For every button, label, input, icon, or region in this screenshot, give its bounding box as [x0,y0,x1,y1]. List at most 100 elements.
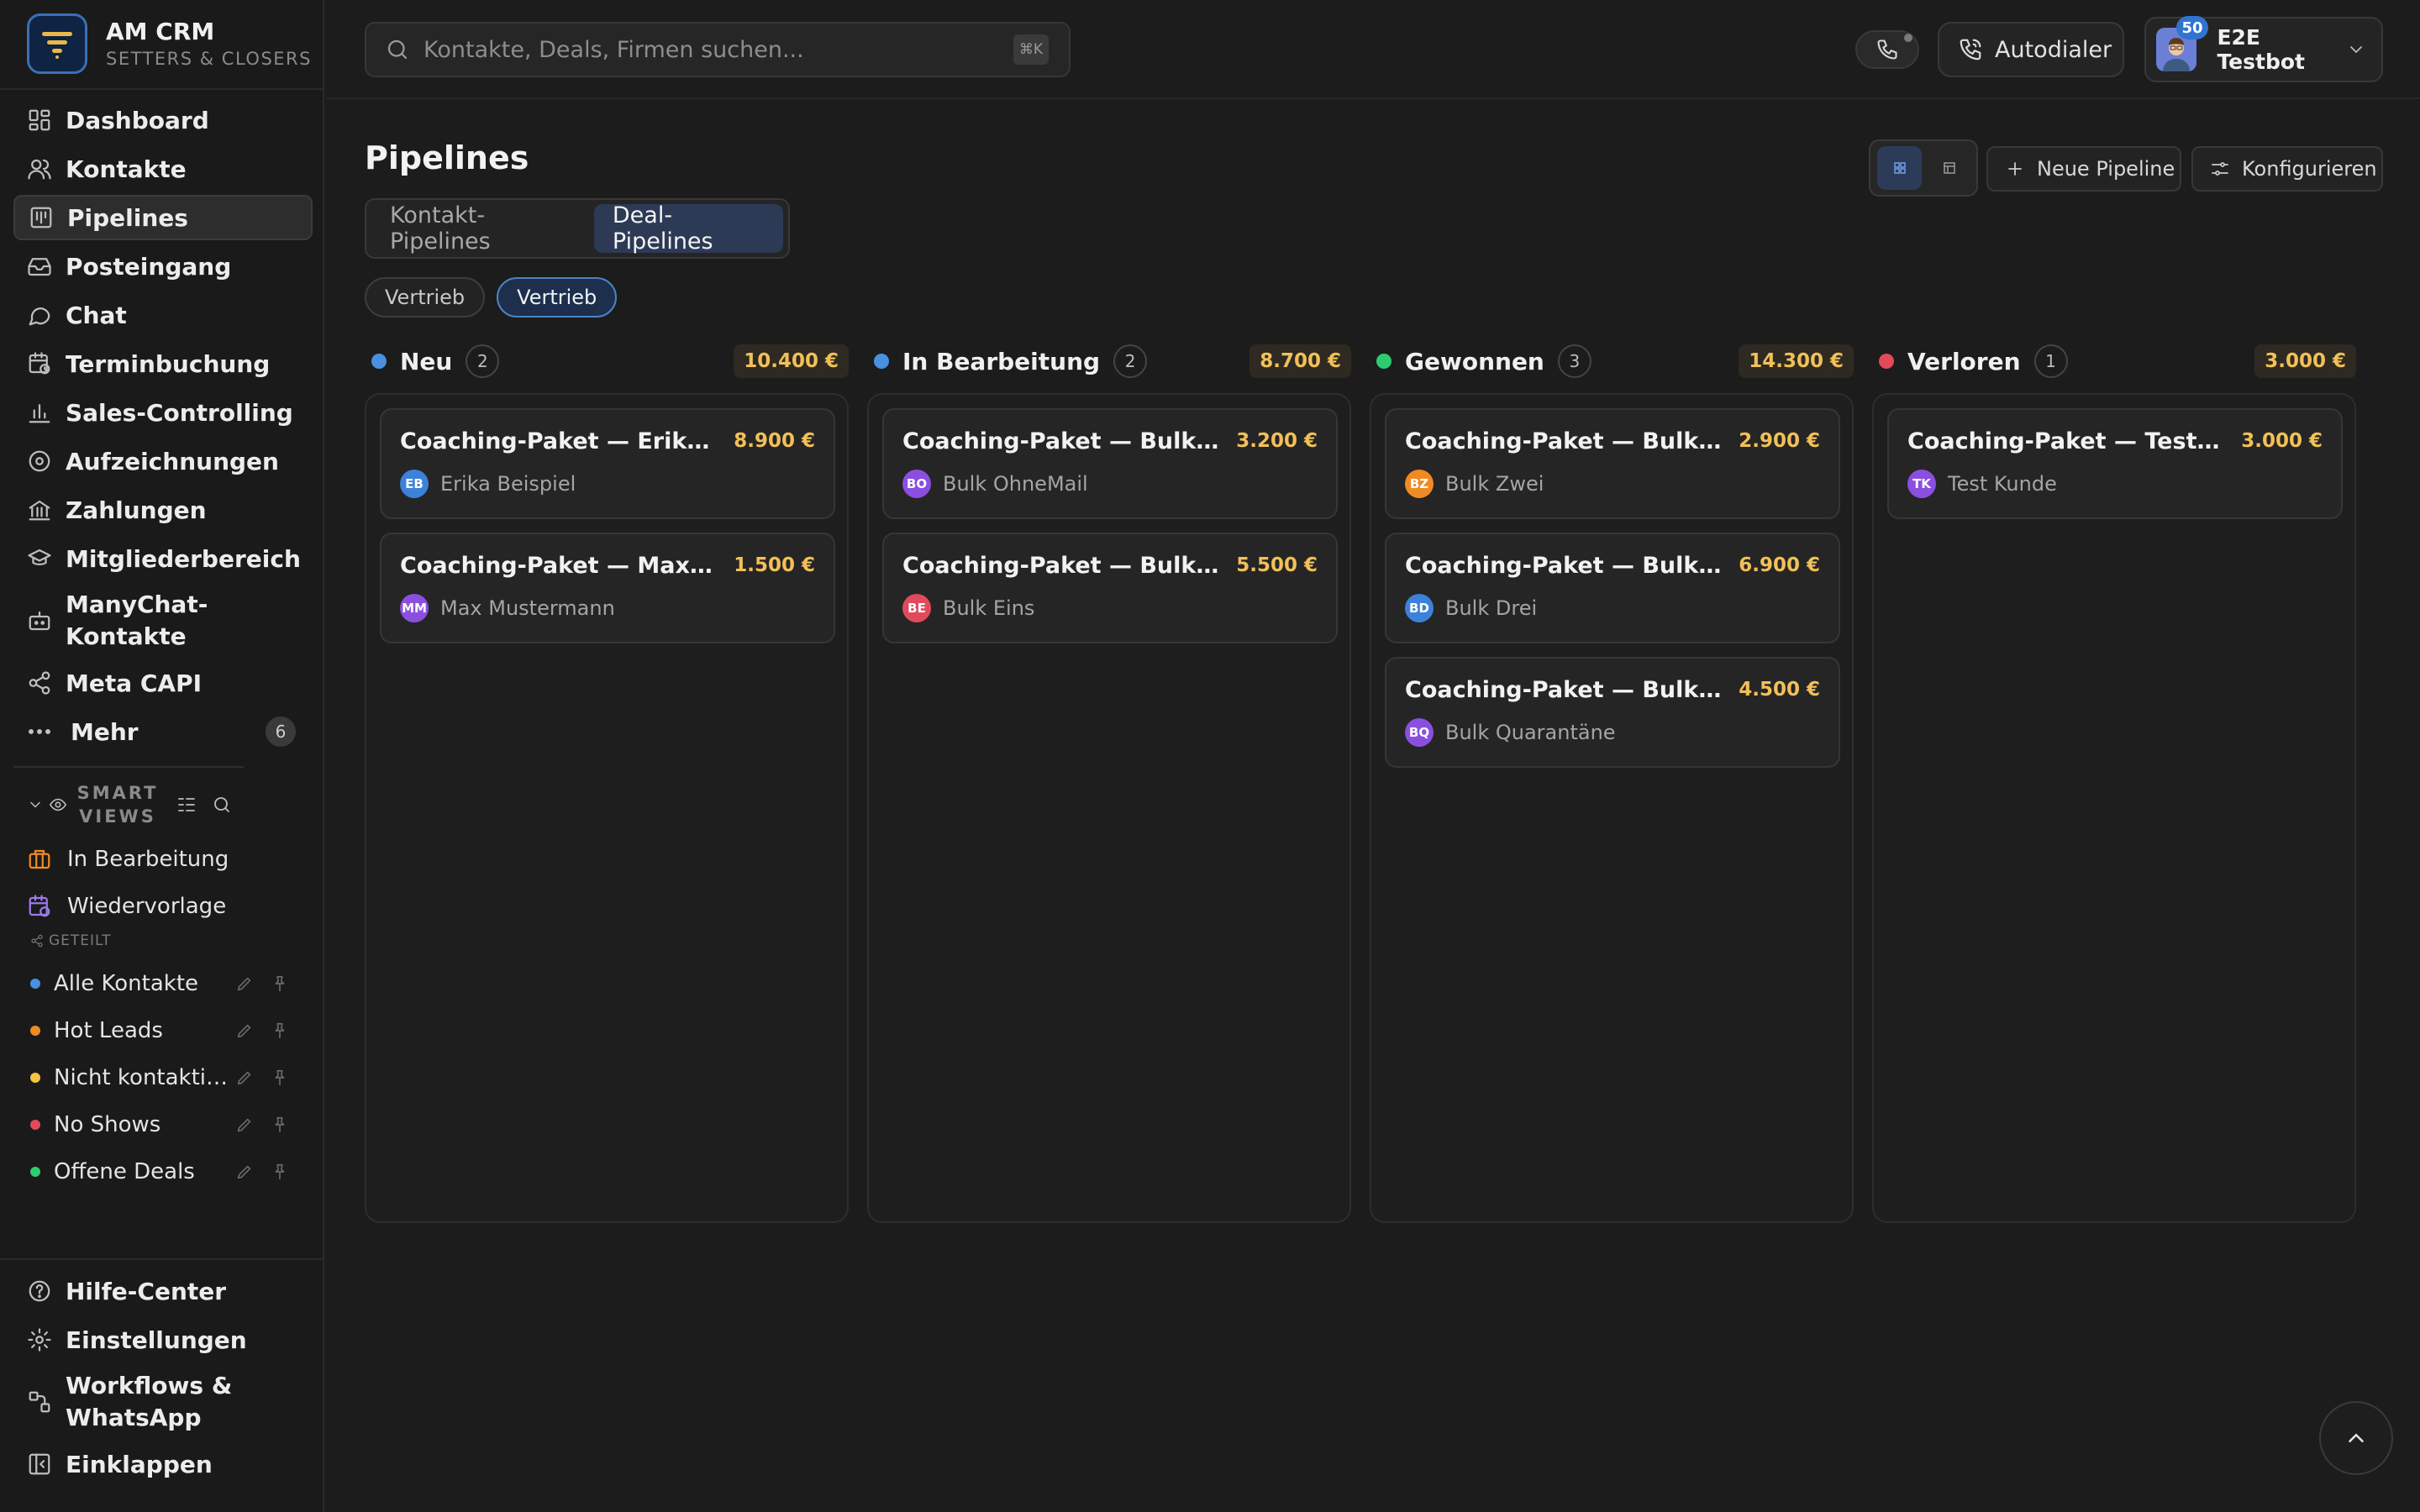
nav-label: Sales-Controlling [66,398,293,427]
deal-contact[interactable]: EB Erika Beispiel [400,470,815,498]
nav-item-aufzeichnungen[interactable]: Aufzeichnungen [13,438,313,484]
edit-icon[interactable] [235,974,254,993]
brand[interactable]: AM CRM SETTERS & CLOSERS [27,13,312,74]
scroll-to-top-button[interactable] [2319,1401,2393,1475]
bank-icon [27,497,52,522]
shared-view-item[interactable]: Alle Kontakte [27,960,313,1007]
column-dropzone[interactable]: Coaching-Paket — Bulk OhneMail3.200 €BOB… [867,393,1351,1223]
nav-item-terminbuchung[interactable]: Terminbuchung [13,341,313,386]
pin-icon[interactable] [271,1163,289,1181]
chevron-up-icon [2349,1433,2364,1442]
pin-icon[interactable] [271,974,289,993]
nav-label: Mitgliederbereich [66,544,301,573]
deal-contact[interactable]: BD Bulk Drei [1405,594,1820,622]
column-dropzone[interactable]: Coaching-Paket — Bulk Zwei 2.900 € BZ Bulk … [1370,393,1854,1223]
nav-item-workflows[interactable]: Workflows & WhatsApp [17,1366,311,1438]
deal-card[interactable]: Coaching-Paket — Max Mustermann 1.500 € MM… [380,533,835,643]
search-input[interactable]: Kontakte, Deals, Firmen suchen... ⌘K [365,22,1071,77]
nav-item-zahlungen[interactable]: Zahlungen [13,487,313,533]
nav-label: ManyChat-Kontakte [66,591,208,650]
new-pipeline-button[interactable]: Neue Pipeline [1986,146,2181,192]
record-icon [27,449,52,474]
column-dropzone[interactable]: Coaching-Paket — Erika Beispiel 8.900 € EB… [365,393,849,1223]
tab-deal-pipelines[interactable]: Deal-Pipelines [593,202,783,255]
pipeline-column: Neu 2 10.400 € Coaching-Paket — Erika Beisp… [365,336,849,1223]
deal-contact[interactable]: BE Bulk Eins [902,594,1318,622]
deal-card[interactable]: Coaching-Paket — Test Kunde 3.000 € TK Test… [1887,408,2343,519]
deal-card[interactable]: Coaching-Paket — Erika Beispiel 8.900 € EB… [380,408,835,519]
contacts-icon [27,156,52,181]
nav-label: Aufzeichnungen [66,447,279,475]
pipeline-column: In Bearbeitung 2 8.700 € Coaching-Paket — B… [867,336,1351,1223]
shared-label-text: GETEILT [49,932,112,949]
nav-item-einstellungen[interactable]: Einstellungen [17,1317,311,1362]
brand-subtitle: SETTERS & CLOSERS [106,49,312,69]
search-icon[interactable] [212,795,232,815]
nav-item-meta-capi[interactable]: Meta CAPI [13,660,313,706]
chevron-down-icon[interactable] [27,796,44,813]
shared-view-item[interactable]: Offene Deals [27,1148,313,1195]
deal-contact[interactable]: MM Max Mustermann [400,594,815,622]
edit-icon[interactable] [235,1116,254,1134]
deal-value: 8.900 € [734,430,815,452]
nav-item-manychat[interactable]: ManyChat-Kontakte [13,585,313,657]
nav-item-einklappen[interactable]: Einklappen [17,1441,311,1487]
tab-kontakt-pipelines[interactable]: Kontakt-Pipelines [390,202,491,255]
workflow-icon [27,1389,52,1415]
nav-item-posteingang[interactable]: Posteingang [13,244,313,289]
deal-contact[interactable]: BZ Bulk Zwei [1405,470,1820,498]
autodialer-button[interactable]: Autodialer [1938,22,2124,77]
contact-name: Bulk Zwei [1445,472,1544,496]
deal-card[interactable]: Coaching-Paket — Bulk OhneMail3.200 €BOB… [882,408,1338,519]
phone-button[interactable] [1855,30,1919,69]
nav-item-sales-controlling[interactable]: Sales-Controlling [13,390,313,435]
smart-views-title: SMART VIEWS [76,783,159,827]
contact-name: Max Mustermann [440,596,615,620]
stage-color-dot [1879,354,1894,369]
shared-view-item[interactable]: No Shows [27,1101,313,1148]
brand-logo [27,13,87,74]
nav-item-pipelines[interactable]: Pipelines [13,195,313,240]
nav-item-hilfe-center[interactable]: Hilfe-Center [17,1268,311,1314]
pin-icon[interactable] [271,1068,289,1087]
eye-icon[interactable] [49,795,67,814]
pipeline-chips: Vertrieb Vertrieb [365,277,629,318]
deal-contact[interactable]: TK Test Kunde [1907,470,2323,498]
user-menu-button[interactable]: 50 E2E Testbot [2144,16,2383,82]
deal-contact[interactable]: BQ Bulk Quarantäne [1405,718,1820,747]
edit-icon[interactable] [235,1021,254,1040]
contact-name: Test Kunde [1948,472,2057,496]
edit-icon[interactable] [235,1163,254,1181]
column-dropzone[interactable]: Coaching-Paket — Test Kunde 3.000 € TK Test… [1872,393,2356,1223]
deal-card[interactable]: Coaching-Paket — Bulk Drei 6.900 € BD Bulk … [1385,533,1840,643]
nav-item-kontakte[interactable]: Kontakte [13,146,313,192]
list-settings-icon[interactable] [176,795,197,815]
smart-view-in-bearbeitung[interactable]: In Bearbeitung [27,836,313,883]
configure-button[interactable]: Konfigurieren [2191,146,2383,192]
nav-item-dashboard[interactable]: Dashboard [13,97,313,143]
pin-icon[interactable] [271,1116,289,1134]
board-view-button[interactable] [1877,146,1922,190]
smart-view-wiedervorlage[interactable]: Wiedervorlage [27,883,313,930]
deal-contact[interactable]: BO Bulk OhneMail [902,470,1318,498]
nav-item-chat[interactable]: Chat [13,292,313,338]
column-header: Gewonnen 3 14.300 € [1370,336,1854,386]
nav-label: Chat [66,301,127,329]
table-view-button[interactable] [1927,146,1971,190]
pipeline-chip[interactable]: Vertrieb [365,277,486,318]
edit-icon[interactable] [235,1068,254,1087]
nav-item-mehr[interactable]: Mehr 6 [13,709,313,754]
nav-label: Workflows & WhatsApp [66,1372,233,1431]
pin-icon[interactable] [271,1021,289,1040]
grid-icon [1893,162,1906,174]
deal-card[interactable]: Coaching-Paket — Bulk Quarantäne 4.500 € B… [1385,657,1840,768]
nav-label: Pipelines [67,203,188,232]
avatar: 50 [2156,16,2208,71]
shared-view-item[interactable]: Hot Leads [27,1007,313,1054]
shared-view-item[interactable]: Nicht kontaktiert [27,1054,313,1101]
nav-item-mitgliederbereich[interactable]: Mitgliederbereich [13,536,313,581]
deal-card[interactable]: Coaching-Paket — Bulk Zwei 2.900 € BZ Bulk … [1385,408,1840,519]
column-sum: 8.700 € [1249,344,1351,378]
pipeline-chip-active[interactable]: Vertrieb [497,277,618,318]
deal-card[interactable]: Coaching-Paket — Bulk Eins 5.500 € BE Bulk … [882,533,1338,643]
